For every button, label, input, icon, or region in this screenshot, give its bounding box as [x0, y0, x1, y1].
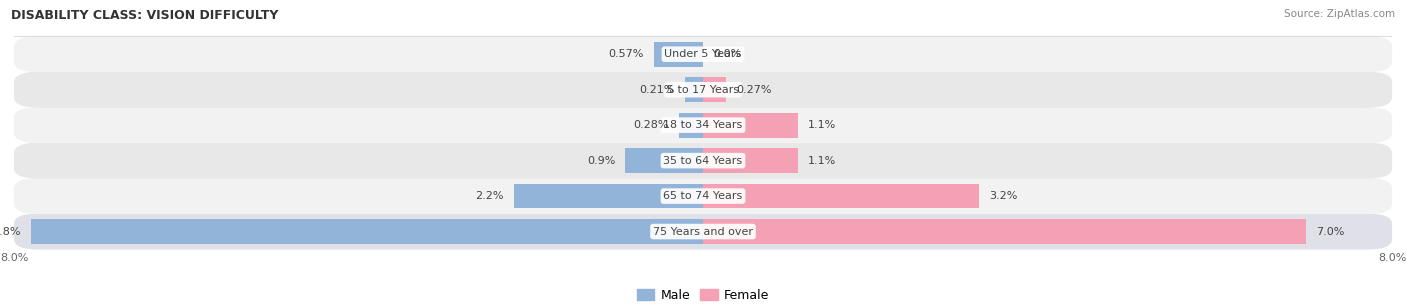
Text: 0.57%: 0.57% — [609, 49, 644, 59]
Text: 0.0%: 0.0% — [713, 49, 741, 59]
Text: 7.8%: 7.8% — [0, 226, 21, 237]
Text: 7.0%: 7.0% — [1316, 226, 1344, 237]
Text: 2.2%: 2.2% — [475, 191, 503, 201]
FancyBboxPatch shape — [14, 36, 1392, 72]
FancyBboxPatch shape — [14, 107, 1392, 143]
FancyBboxPatch shape — [14, 178, 1392, 214]
Text: 0.28%: 0.28% — [633, 120, 669, 130]
Bar — [31, 219, 703, 244]
FancyBboxPatch shape — [14, 143, 1392, 179]
Text: 5 to 17 Years: 5 to 17 Years — [666, 85, 740, 95]
Text: 1.1%: 1.1% — [808, 120, 837, 130]
Bar — [703, 148, 797, 173]
Bar — [703, 77, 727, 102]
Text: 0.9%: 0.9% — [586, 156, 616, 166]
Bar — [626, 148, 703, 173]
Text: 3.2%: 3.2% — [988, 191, 1018, 201]
Bar — [703, 184, 979, 209]
Bar — [703, 113, 797, 137]
Text: Source: ZipAtlas.com: Source: ZipAtlas.com — [1284, 9, 1395, 19]
Text: 0.27%: 0.27% — [737, 85, 772, 95]
Text: 1.1%: 1.1% — [808, 156, 837, 166]
Text: 18 to 34 Years: 18 to 34 Years — [664, 120, 742, 130]
Legend: Male, Female: Male, Female — [631, 284, 775, 304]
Bar — [703, 219, 1306, 244]
Text: 0.21%: 0.21% — [640, 85, 675, 95]
Bar — [654, 42, 703, 67]
FancyBboxPatch shape — [14, 72, 1392, 108]
Text: 75 Years and over: 75 Years and over — [652, 226, 754, 237]
Text: 35 to 64 Years: 35 to 64 Years — [664, 156, 742, 166]
Bar — [685, 77, 703, 102]
Text: 65 to 74 Years: 65 to 74 Years — [664, 191, 742, 201]
FancyBboxPatch shape — [14, 213, 1392, 250]
Bar — [679, 113, 703, 137]
Bar — [513, 184, 703, 209]
Text: DISABILITY CLASS: VISION DIFFICULTY: DISABILITY CLASS: VISION DIFFICULTY — [11, 9, 278, 22]
Text: Under 5 Years: Under 5 Years — [665, 49, 741, 59]
